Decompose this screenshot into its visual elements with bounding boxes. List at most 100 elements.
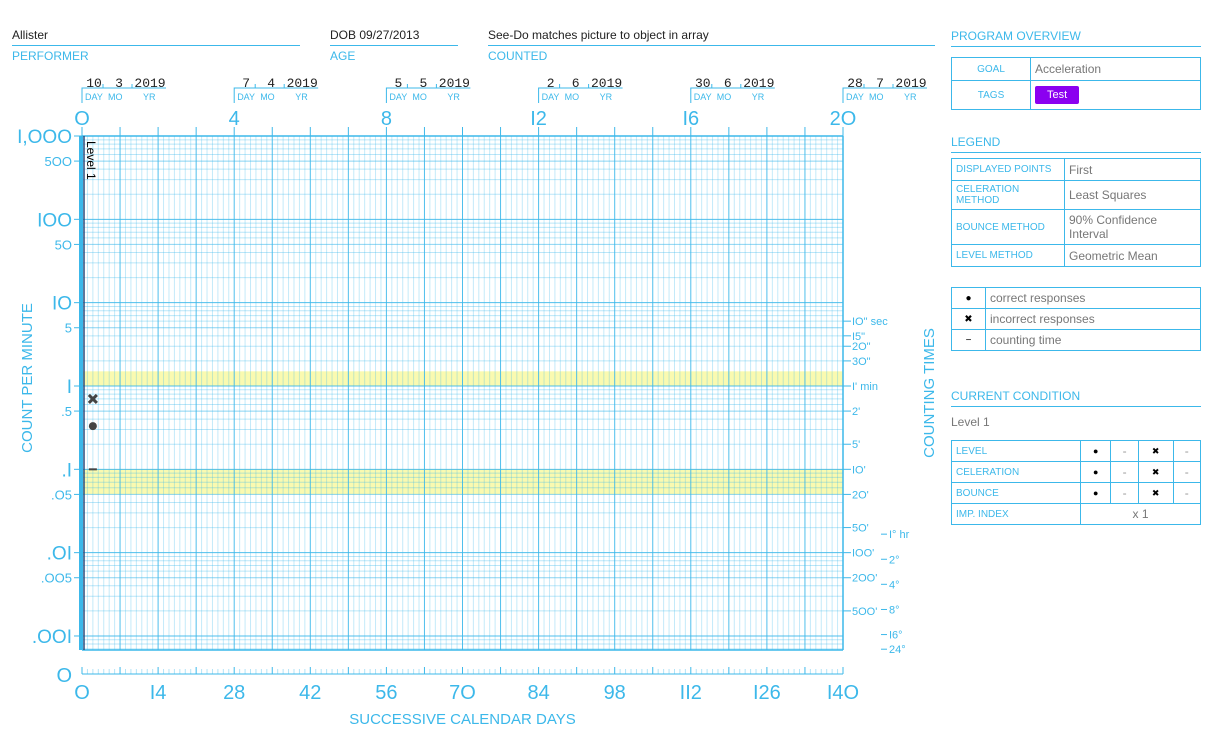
date-bracket (385, 84, 471, 103)
imp-index-row: IMP. INDEX x 1 (951, 503, 1201, 525)
age-label: AGE (330, 49, 356, 63)
hour-tick-label: I6° (889, 630, 903, 642)
y-tick-label: .I (61, 460, 72, 481)
time-tick-label: 2O' (852, 489, 869, 501)
hour-tick-label: 8° (889, 604, 900, 616)
condition-row: LEVEL ● - ✖ - (951, 440, 1202, 462)
incorrect-extra: - (1172, 482, 1202, 504)
legend-value: Geometric Mean (1064, 244, 1201, 267)
zero-label: O (56, 665, 72, 687)
age-field: DOB 09/27/2013 AGE (330, 28, 458, 63)
date-month: 3 (115, 76, 123, 91)
marker-symbol-icon: − (951, 329, 986, 351)
marker-row: ✖ incorrect responses (951, 308, 1201, 330)
x-tick-label: 84 (527, 682, 549, 704)
date-month: 5 (419, 76, 427, 91)
correct-point (88, 422, 97, 431)
phase-line-label: Level 1 (84, 141, 98, 180)
date-year: 2019 (743, 76, 774, 91)
legend-row: BOUNCE METHOD 90% Confidence Interval (951, 209, 1201, 245)
performer-value: Allister (12, 28, 300, 46)
condition-key: LEVEL (951, 440, 1081, 462)
date-month-sub: MO (108, 92, 123, 102)
date-bracket (842, 84, 927, 103)
y-tick-label: 5O (55, 237, 72, 252)
date-month-sub: MO (260, 92, 275, 102)
x-tick-label: I4O (827, 682, 859, 704)
y-tick-label: 5 (65, 321, 72, 336)
condition-row: CELERATION ● - ✖ - (951, 461, 1202, 483)
marker-row: − counting time (951, 329, 1201, 351)
correct-extra: - (1110, 482, 1139, 504)
date-month-sub: MO (412, 92, 427, 102)
date-day-sub: DAY (85, 92, 103, 102)
legend-row: LEVEL METHOD Geometric Mean (951, 244, 1201, 267)
y-tick-label: .5 (61, 404, 72, 419)
marker-symbol-icon: ✖ (951, 308, 986, 330)
imp-index-value: x 1 (1080, 503, 1201, 525)
incorrect-value: ✖ (1137, 461, 1174, 483)
week-tick-label: I2 (530, 108, 547, 130)
date-day: 10 (86, 76, 102, 91)
y2-axis-title: COUNTING TIMES (921, 328, 938, 458)
legend-key: BOUNCE METHOD (951, 209, 1065, 245)
tags-label: TAGS (951, 80, 1031, 110)
legend-key: LEVEL METHOD (951, 244, 1065, 267)
week-tick-label: 2O (830, 108, 857, 130)
correct-extra: - (1110, 440, 1139, 462)
y-axis-title: COUNT PER MINUTE (19, 303, 36, 453)
date-day: 28 (847, 76, 863, 91)
time-tick-label: IOO' (852, 548, 874, 560)
incorrect-value: ✖ (1137, 440, 1174, 462)
time-tick-label: 2' (852, 406, 860, 418)
program-overview-title: PROGRAM OVERVIEW (951, 29, 1201, 47)
incorrect-point (87, 393, 98, 404)
date-day: 2 (547, 76, 555, 91)
incorrect-value: ✖ (1137, 482, 1174, 504)
goal-value: Acceleration (1030, 57, 1201, 81)
x-tick-label: I4 (150, 682, 167, 704)
time-tick-label: I5" (852, 331, 865, 343)
marker-label: correct responses (985, 287, 1201, 309)
week-tick-label: I6 (682, 108, 699, 130)
x-tick-label: 98 (604, 682, 626, 704)
date-month-sub: MO (869, 92, 884, 102)
date-day: 30 (695, 76, 711, 91)
x-tick-label: O (74, 682, 90, 704)
marker-label: incorrect responses (985, 308, 1201, 330)
correct-value: ● (1079, 461, 1112, 483)
date-year: 2019 (591, 76, 622, 91)
y-tick-label: IO (52, 294, 72, 315)
date-year-sub: YR (295, 92, 308, 102)
legend-key: CELERATION METHOD (951, 180, 1065, 210)
x-tick-label: 28 (223, 682, 245, 704)
y-tick-label: I,OOO (17, 127, 72, 148)
time-tick-label: 5' (852, 439, 860, 451)
y-tick-label: I (67, 377, 72, 398)
date-bracket (690, 84, 775, 103)
hour-tick-label: 2° (889, 554, 900, 566)
imp-index-label: IMP. INDEX (951, 503, 1081, 525)
date-bracket (538, 84, 623, 103)
time-tick-label: 3O" (852, 356, 871, 368)
date-bracket (81, 84, 166, 103)
counted-value: See-Do matches picture to object in arra… (488, 28, 935, 46)
date-year: 2019 (439, 76, 470, 91)
date-year-sub: YR (447, 92, 460, 102)
date-day-sub: DAY (237, 92, 255, 102)
date-day: 7 (242, 76, 250, 91)
correct-value: ● (1079, 440, 1112, 462)
marker-label: counting time (985, 329, 1201, 351)
counted-label: COUNTED (488, 49, 548, 63)
legend-row: DISPLAYED POINTS First (951, 158, 1201, 181)
tag-badge[interactable]: Test (1035, 86, 1080, 104)
marker-symbol-icon: ● (951, 287, 986, 309)
date-year-sub: YR (752, 92, 765, 102)
legend-value: 90% Confidence Interval (1064, 209, 1201, 245)
hour-tick-label: 24° (889, 644, 906, 656)
date-year: 2019 (134, 76, 165, 91)
date-day-sub: DAY (542, 92, 560, 102)
y-tick-label: IOO (37, 210, 72, 231)
performer-label: PERFORMER (12, 49, 89, 63)
x-tick-label: I26 (753, 682, 781, 704)
